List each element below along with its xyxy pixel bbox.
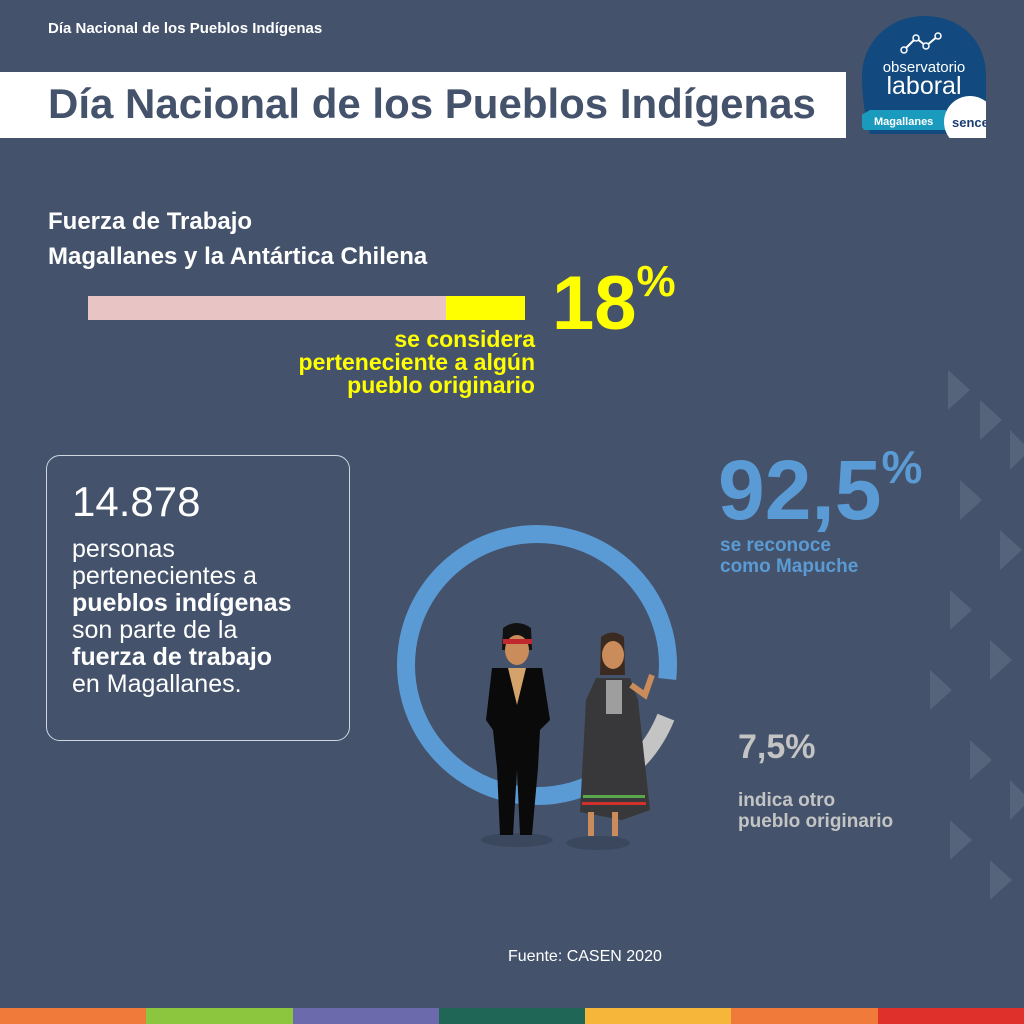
workforce-description: personas pertenecientes a pueblos indígena…	[72, 535, 292, 698]
top-label: Día Nacional de los Pueblos Indígenas	[48, 20, 323, 37]
workforce-box	[46, 455, 350, 741]
title-banner	[0, 72, 846, 138]
svg-text:laboral: laboral	[886, 72, 961, 100]
stripe-segment	[438, 1008, 586, 1024]
workforce-count: 14.878	[72, 478, 201, 525]
svg-text:observatorio: observatorio	[883, 59, 966, 76]
mapuche-percent: 92,5%	[718, 441, 923, 537]
mapuche-caption: se reconoce como Mapuche	[720, 535, 859, 577]
donut-chart	[397, 525, 677, 850]
color-stripe	[0, 1008, 1024, 1024]
other-caption: indica otro pueblo originario	[738, 790, 894, 832]
indigenous-couple-illustration	[481, 623, 655, 850]
other-percent: 7,5%	[738, 728, 816, 766]
stripe-segment	[877, 1008, 1024, 1024]
indigenous-caption: se considera perteneciente a algún pueblo …	[298, 326, 535, 398]
svg-text:Magallanes: Magallanes	[874, 116, 933, 128]
indigenous-share-bar	[88, 296, 525, 320]
stripe-segment	[146, 1008, 293, 1024]
stripe-segment	[585, 1008, 732, 1024]
indigenous-share-fill	[446, 296, 525, 320]
section-title-line2: Magallanes y la Antártica Chilena	[48, 243, 428, 270]
triangle-pattern	[930, 370, 1024, 900]
svg-text:sence: sence	[952, 115, 986, 130]
indigenous-percent: 18%	[552, 257, 676, 346]
section-title-line1: Fuerza de Trabajo	[48, 208, 253, 235]
source-note: Fuente: CASEN 2020	[508, 948, 662, 965]
stripe-segment	[292, 1008, 439, 1024]
stripe-segment	[731, 1008, 878, 1024]
donut-mapuche-arc	[397, 525, 677, 805]
stripe-segment	[0, 1008, 147, 1024]
page-title: Día Nacional de los Pueblos Indígenas	[48, 80, 816, 127]
observatorio-laboral-logo: observatorio laboral Magallanes sence	[862, 16, 986, 138]
